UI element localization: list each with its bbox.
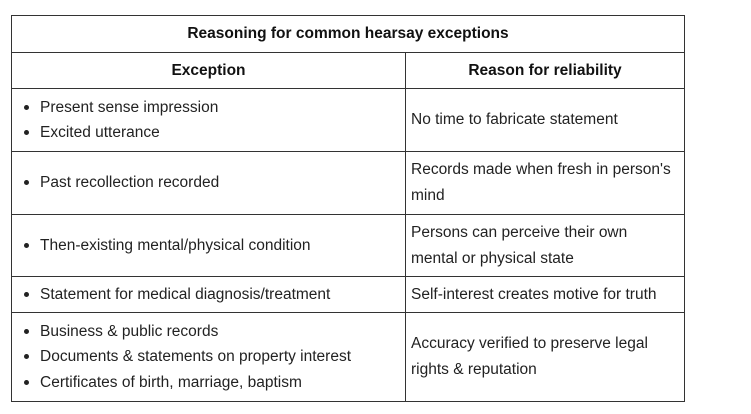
exception-cell: Present sense impression Excited utteran… [11, 88, 406, 152]
list-item: Certificates of birth, marriage, baptism [24, 370, 405, 396]
table-row: Then-existing mental/physical condition … [11, 214, 686, 277]
reason-cell: Accuracy verified to preserve legal righ… [404, 312, 686, 402]
exception-cell: Business & public records Documents & st… [11, 312, 406, 402]
exception-list: Statement for medical diagnosis/treatmen… [12, 282, 405, 308]
exception-list: Past recollection recorded [12, 170, 405, 196]
hearsay-exceptions-table: Reasoning for common hearsay exceptions … [10, 15, 686, 402]
column-header-reason: Reason for reliability [404, 52, 686, 89]
exception-list: Present sense impression Excited utteran… [12, 95, 405, 146]
table-row: Statement for medical diagnosis/treatmen… [11, 276, 686, 313]
list-item: Excited utterance [24, 120, 405, 146]
exception-list: Business & public records Documents & st… [12, 319, 405, 396]
table-row: Past recollection recorded Records made … [11, 151, 686, 215]
table-header-row: Exception Reason for reliability [11, 52, 686, 89]
reason-text: No time to fabricate statement [411, 111, 618, 128]
reason-cell: Persons can perceive their own mental or… [404, 214, 686, 277]
exception-list: Then-existing mental/physical condition [12, 233, 405, 259]
list-item: Past recollection recorded [24, 170, 405, 196]
list-item: Business & public records [24, 319, 405, 345]
exception-cell: Statement for medical diagnosis/treatmen… [11, 276, 406, 313]
reason-cell: Self-interest creates motive for truth [404, 276, 686, 313]
table-row: Business & public records Documents & st… [11, 312, 686, 402]
list-item: Then-existing mental/physical condition [24, 233, 405, 259]
list-item: Present sense impression [24, 95, 405, 121]
reason-text: Records made when fresh in person's mind [411, 161, 671, 204]
reason-text: Accuracy verified to preserve legal righ… [411, 335, 648, 378]
table-title-row: Reasoning for common hearsay exceptions [10, 15, 686, 53]
reason-text: Self-interest creates motive for truth [411, 285, 657, 303]
table-row: Present sense impression Excited utteran… [11, 88, 686, 152]
exception-cell: Past recollection recorded [11, 151, 406, 215]
list-item: Statement for medical diagnosis/treatmen… [24, 282, 405, 308]
column-header-exception: Exception [11, 52, 406, 89]
list-item: Documents & statements on property inter… [24, 344, 405, 370]
reason-cell: No time to fabricate statement [404, 88, 686, 152]
reason-cell: Records made when fresh in person's mind [404, 151, 686, 215]
reason-text: Persons can perceive their own mental or… [411, 223, 628, 267]
table-title: Reasoning for common hearsay exceptions [10, 15, 686, 53]
exception-cell: Then-existing mental/physical condition [11, 214, 406, 277]
